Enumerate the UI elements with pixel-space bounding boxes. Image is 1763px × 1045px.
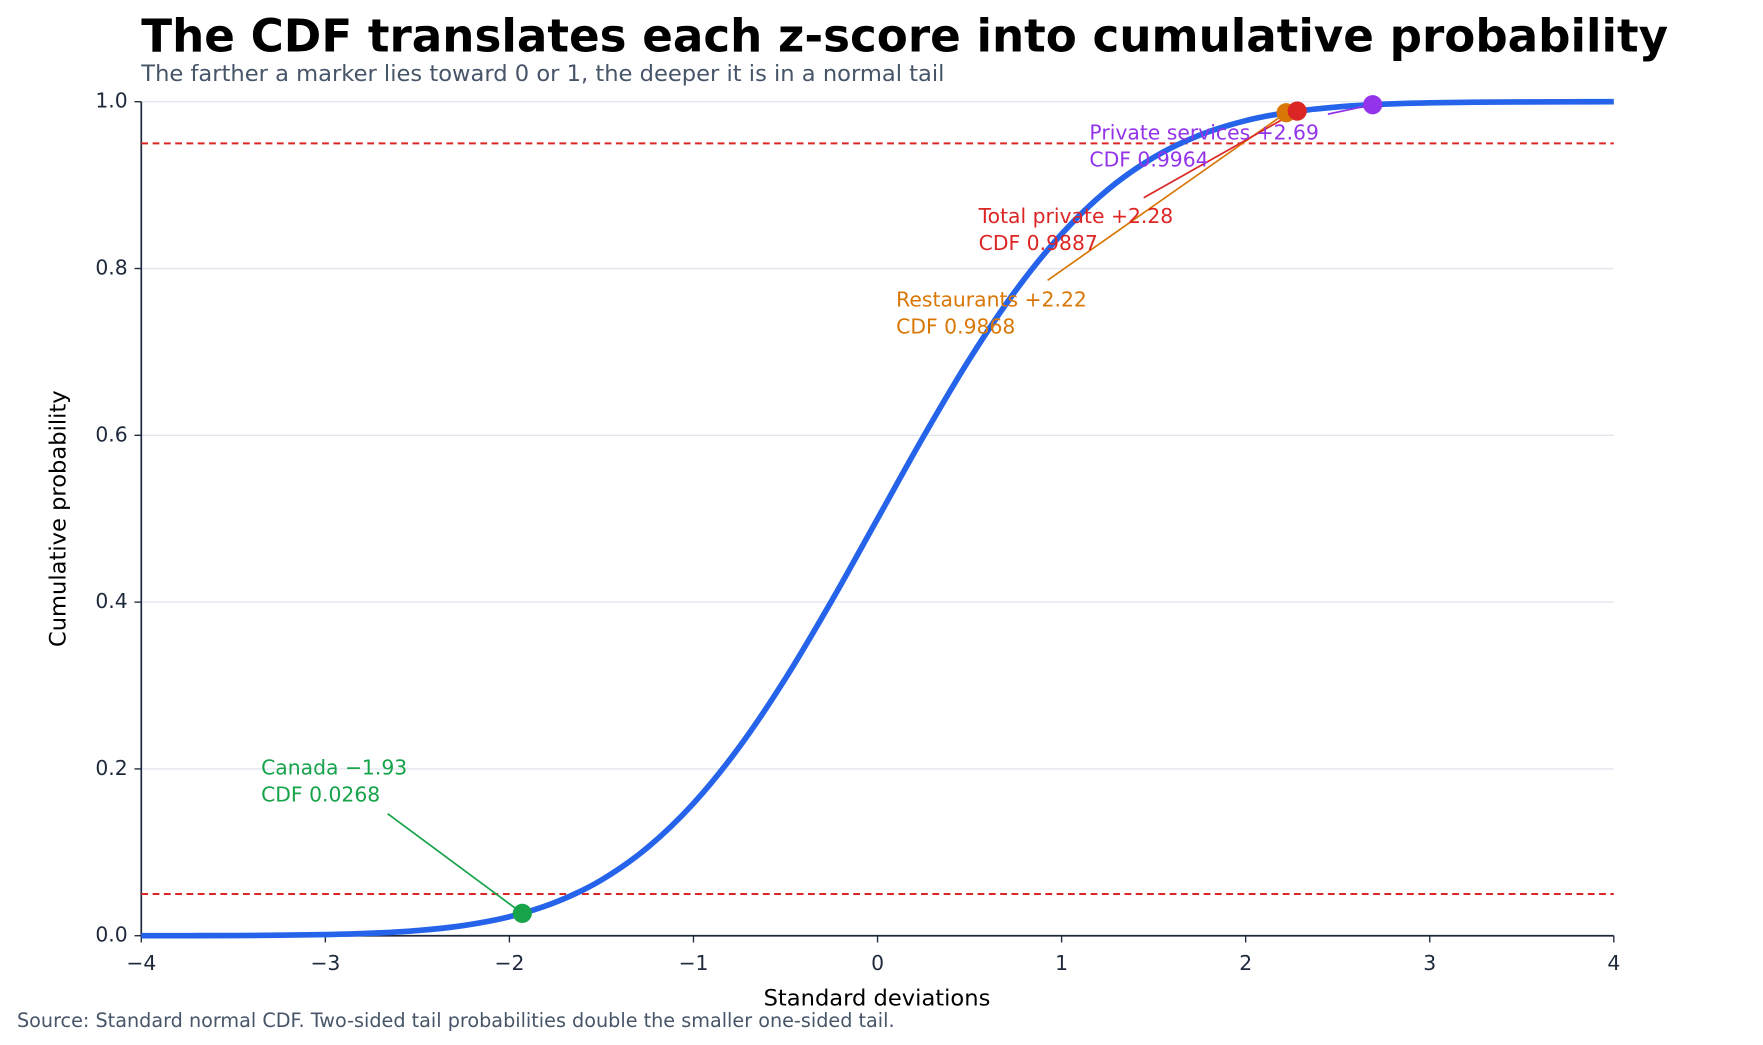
x-tick-label: 4 <box>1607 951 1620 975</box>
y-tick-label: 0.0 <box>95 923 127 947</box>
y-tick-label: 1.0 <box>95 89 127 113</box>
marker <box>1363 95 1383 115</box>
y-tick-label: 0.4 <box>95 589 127 613</box>
marker-cdf-label: CDF 0.9964 <box>1089 147 1208 171</box>
x-tick-label: 3 <box>1423 951 1436 975</box>
chart-subtitle: The farther a marker lies toward 0 or 1,… <box>140 61 944 87</box>
chart-title: The CDF translates each z-score into cum… <box>141 10 1668 63</box>
cdf-curve <box>141 98 1614 939</box>
marker-cdf-label: CDF 0.9887 <box>979 231 1098 255</box>
marker-cdf-label: CDF 0.9868 <box>896 315 1015 339</box>
y-axis-label: Cumulative probability <box>45 390 71 647</box>
x-tick-label: −3 <box>310 951 340 975</box>
x-axis-label: Standard deviations <box>764 986 991 1012</box>
marker-label: Restaurants +2.22 <box>896 288 1087 312</box>
marker-label: Canada −1.93 <box>261 755 407 779</box>
x-tick-label: 0 <box>871 951 884 975</box>
y-tick-label: 0.8 <box>95 256 127 280</box>
x-tick-label: 1 <box>1055 951 1068 975</box>
marker-label: Total private +2.28 <box>978 204 1174 228</box>
marker-cdf-label: CDF 0.0268 <box>261 783 380 807</box>
marker <box>512 903 532 923</box>
annotation-arrow <box>1143 110 1298 199</box>
marker <box>1287 101 1307 121</box>
source-note: Source: Standard normal CDF. Two-sided t… <box>17 1009 895 1032</box>
x-tick-label: −1 <box>678 951 708 975</box>
y-tick-label: 0.6 <box>95 422 127 446</box>
x-tick-label: −2 <box>494 951 524 975</box>
marker-label: Private services +2.69 <box>1089 120 1319 144</box>
x-tick-label: 2 <box>1239 951 1252 975</box>
x-tick-label: −4 <box>126 951 156 975</box>
annotation-arrow <box>387 812 523 915</box>
y-tick-label: 0.2 <box>95 756 127 780</box>
